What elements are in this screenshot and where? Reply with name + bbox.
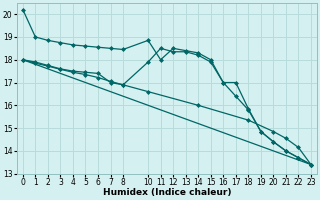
X-axis label: Humidex (Indice chaleur): Humidex (Indice chaleur) xyxy=(103,188,231,197)
